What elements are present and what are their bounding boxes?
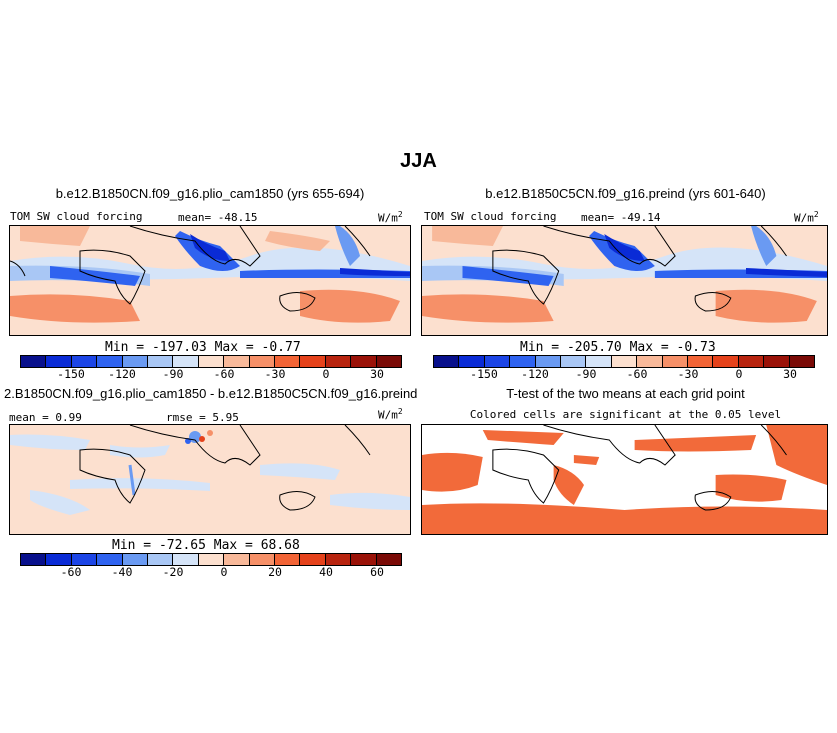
panel2-map xyxy=(421,225,828,336)
panel1-variable: TOM SW cloud forcing xyxy=(10,210,143,223)
panel3-minmax: Min = -72.65 Max = 68.68 xyxy=(112,538,300,553)
panel1-colorbar-ticks: -150 -120 -90 -60 -30 0 30 xyxy=(20,367,402,383)
tick-label: -90 xyxy=(575,367,597,381)
colorbar-cell xyxy=(97,356,123,367)
colorbar-cell xyxy=(637,356,663,367)
season-title: JJA xyxy=(400,150,437,172)
tick-label: 0 xyxy=(220,565,228,579)
panel4-title: T-test of the two means at each grid poi… xyxy=(506,386,745,401)
panel3-colorbar-ticks: -60 -40 -20 0 20 40 60 xyxy=(20,565,402,581)
panel3-mean: mean = 0.99 xyxy=(9,411,82,424)
colorbar-cell xyxy=(275,554,301,565)
colorbar-cell xyxy=(249,356,276,367)
panel1-map xyxy=(9,225,411,336)
colorbar-cell xyxy=(789,356,815,367)
tick-label: 40 xyxy=(319,565,333,579)
colorbar-cell xyxy=(713,356,739,367)
colorbar-cell xyxy=(510,356,536,367)
colorbar-cell xyxy=(662,356,689,367)
tick-label: -40 xyxy=(111,565,133,579)
tick-label: -60 xyxy=(213,367,235,381)
colorbar-cell xyxy=(611,356,638,367)
panel3-units: W/m2 xyxy=(378,407,403,422)
panel3-title: 2.B1850CN.f09_g16.plio_cam1850 - b.e12.B… xyxy=(4,386,418,401)
tick-label: -20 xyxy=(162,565,184,579)
panel3-rmse: rmse = 5.95 xyxy=(166,411,239,424)
panel2-minmax: Min = -205.70 Max = -0.73 xyxy=(520,340,716,355)
colorbar-cell xyxy=(484,356,511,367)
tick-label: -60 xyxy=(60,565,82,579)
colorbar-cell xyxy=(148,554,174,565)
colorbar-cell xyxy=(325,356,352,367)
panel1-mean: mean= -48.15 xyxy=(178,211,258,224)
colorbar-cell xyxy=(300,356,326,367)
colorbar-cell xyxy=(173,356,199,367)
colorbar-cell xyxy=(21,356,47,367)
panel2-title: b.e12.B1850C5CN.f09_g16.preind (yrs 601-… xyxy=(485,186,766,201)
colorbar-cell xyxy=(376,356,402,367)
colorbar-cell xyxy=(122,554,149,565)
panel3-map xyxy=(9,424,411,535)
panel2-colorbar xyxy=(433,355,815,368)
panel4-subtitle: Colored cells are significant at the 0.0… xyxy=(469,408,782,421)
tick-label: 30 xyxy=(370,367,384,381)
colorbar-cell xyxy=(459,356,485,367)
panel2-mean: mean= -49.14 xyxy=(581,211,661,224)
colorbar-cell xyxy=(325,554,352,565)
colorbar-cell xyxy=(434,356,460,367)
panel1-units: W/m2 xyxy=(378,210,403,225)
colorbar-cell xyxy=(249,554,276,565)
colorbar-cell xyxy=(300,554,326,565)
colorbar-cell xyxy=(688,356,714,367)
colorbar-cell xyxy=(535,356,562,367)
panel3-colorbar xyxy=(20,553,402,566)
colorbar-cell xyxy=(351,554,377,565)
tick-label: -90 xyxy=(162,367,184,381)
tick-label: -60 xyxy=(626,367,648,381)
colorbar-cell xyxy=(376,554,402,565)
panel4-map xyxy=(421,424,828,535)
colorbar-cell xyxy=(198,356,225,367)
colorbar-cell xyxy=(224,356,250,367)
tick-label: -150 xyxy=(470,367,498,381)
panel1-colorbar xyxy=(20,355,402,368)
colorbar-cell xyxy=(173,554,199,565)
tick-label: 60 xyxy=(370,565,384,579)
colorbar-cell xyxy=(275,356,301,367)
panel2-colorbar-ticks: -150 -120 -90 -60 -30 0 30 xyxy=(433,367,815,383)
tick-label: 30 xyxy=(783,367,797,381)
tick-label: -30 xyxy=(677,367,699,381)
colorbar-cell xyxy=(46,554,72,565)
colorbar-cell xyxy=(71,356,98,367)
colorbar-cell xyxy=(198,554,225,565)
colorbar-cell xyxy=(71,554,98,565)
colorbar-cell xyxy=(122,356,149,367)
colorbar-cell xyxy=(351,356,377,367)
tick-label: 20 xyxy=(268,565,282,579)
panel2-variable: TOM SW cloud forcing xyxy=(424,210,557,223)
tick-label: 0 xyxy=(735,367,743,381)
tick-label: -120 xyxy=(521,367,549,381)
panel1-minmax: Min = -197.03 Max = -0.77 xyxy=(105,340,301,355)
colorbar-cell xyxy=(561,356,587,367)
tick-label: -120 xyxy=(108,367,136,381)
colorbar-cell xyxy=(97,554,123,565)
panel1-title: b.e12.B1850CN.f09_g16.plio_cam1850 (yrs … xyxy=(55,186,365,201)
colorbar-cell xyxy=(148,356,174,367)
colorbar-cell xyxy=(224,554,250,565)
tick-label: -30 xyxy=(264,367,286,381)
tick-label: 0 xyxy=(322,367,330,381)
panel2-units: W/m2 xyxy=(794,210,819,225)
colorbar-cell xyxy=(764,356,790,367)
tick-label: -150 xyxy=(57,367,85,381)
colorbar-cell xyxy=(586,356,612,367)
colorbar-cell xyxy=(21,554,47,565)
colorbar-cell xyxy=(46,356,72,367)
colorbar-cell xyxy=(738,356,765,367)
